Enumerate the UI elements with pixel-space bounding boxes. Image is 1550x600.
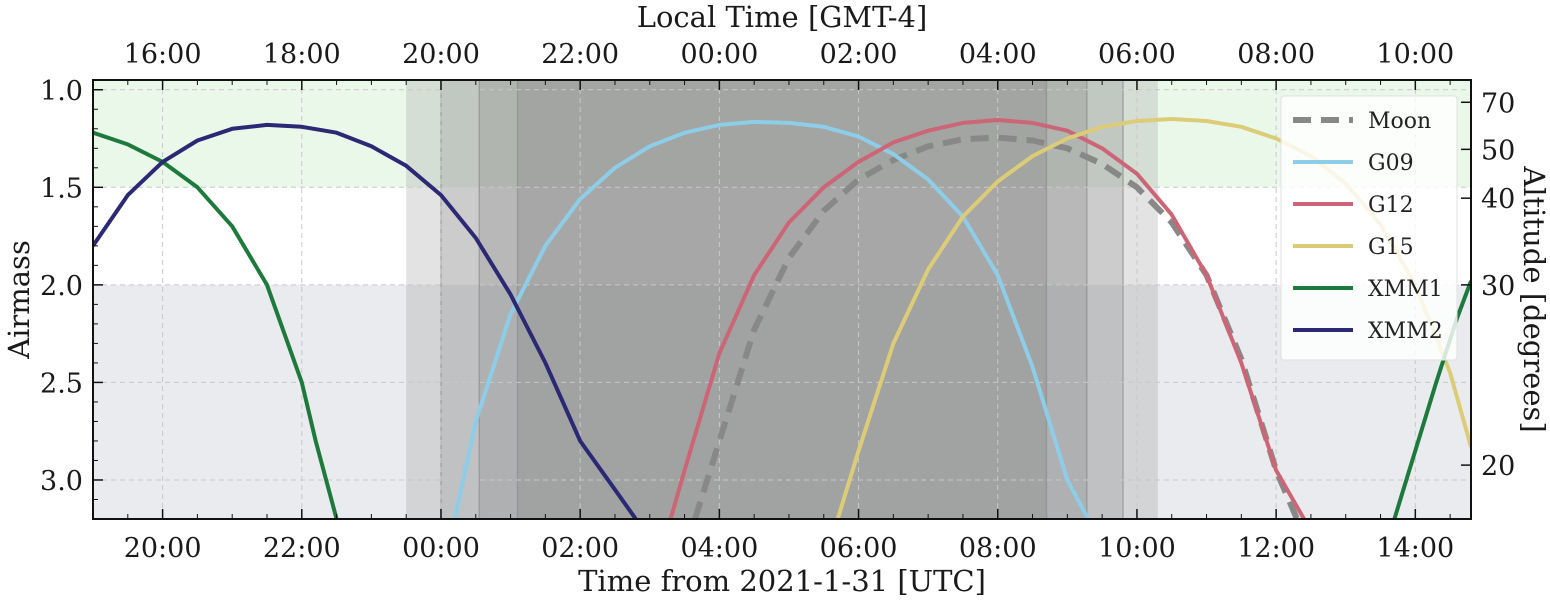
plot-frame xyxy=(92,79,1472,520)
top-x-tick-label: 08:00 xyxy=(1237,39,1315,70)
top-x-axis-label: Local Time [GMT-4] xyxy=(637,0,928,34)
legend-label-g12: G12 xyxy=(1368,193,1414,218)
right-y-tick-label: 40 xyxy=(1481,184,1515,215)
top-x-tick-label: 22:00 xyxy=(541,39,619,70)
x-tick-label: 20:00 xyxy=(124,533,202,564)
top-x-tick-label: 04:00 xyxy=(959,39,1037,70)
y-tick-label: 2.5 xyxy=(40,368,83,399)
band-astronomical-twilight xyxy=(517,80,1047,519)
top-x-tick-label: 02:00 xyxy=(820,39,898,70)
right-y-tick-label: 50 xyxy=(1481,135,1515,166)
legend-label-xmm1: XMM1 xyxy=(1368,277,1443,302)
y-tick-label: 3.0 xyxy=(40,466,83,497)
legend-label-g09: G09 xyxy=(1368,151,1414,176)
legend-label-xmm2: XMM2 xyxy=(1368,319,1443,344)
x-tick-label: 22:00 xyxy=(263,533,341,564)
x-tick-label: 06:00 xyxy=(820,533,898,564)
right-y-axis-label: Altitude [degrees] xyxy=(1517,165,1550,432)
x-tick-label: 04:00 xyxy=(680,533,758,564)
x-tick-label: 02:00 xyxy=(541,533,619,564)
legend-label-g15: G15 xyxy=(1368,235,1414,260)
top-x-tick-label: 20:00 xyxy=(402,39,480,70)
right-y-tick-label: 70 xyxy=(1481,88,1515,119)
y-tick-label: 1.5 xyxy=(40,173,83,204)
x-tick-label: 12:00 xyxy=(1237,533,1315,564)
y-axis-label: Airmass xyxy=(2,240,36,360)
series-line-xmm1 xyxy=(93,130,1471,519)
top-x-tick-label: 06:00 xyxy=(1098,39,1176,70)
y-tick-label: 1.0 xyxy=(40,76,83,107)
right-y-tick-label: 20 xyxy=(1481,451,1515,482)
right-y-tick-label: 30 xyxy=(1481,271,1515,302)
x-tick-label: 00:00 xyxy=(402,533,480,564)
series-line-g09 xyxy=(452,119,1090,519)
x-tick-label: 08:00 xyxy=(959,533,1037,564)
legend-label-moon: Moon xyxy=(1368,109,1431,134)
x-tick-label: 10:00 xyxy=(1098,533,1176,564)
y-tick-label: 2.0 xyxy=(40,271,83,302)
legend: Moon G09 G12 G15 XMM1 XMM2 xyxy=(1280,95,1458,361)
top-x-tick-label: 10:00 xyxy=(1376,39,1454,70)
band-civil-twilight xyxy=(440,80,1124,519)
band-sunset-twilight xyxy=(406,80,1158,519)
series-line-g12 xyxy=(668,118,1306,519)
region-good-airmass xyxy=(93,80,1471,188)
series-line-xmm2 xyxy=(93,122,638,519)
top-x-tick-label: 00:00 xyxy=(680,39,758,70)
top-x-tick-label: 18:00 xyxy=(263,39,341,70)
top-x-tick-label: 16:00 xyxy=(124,39,202,70)
x-tick-label: 14:00 xyxy=(1376,533,1454,564)
axes: 20:00 22:00 00:00 02:00 04:00 06:00 08:00 10:00… xyxy=(40,39,1515,564)
x-axis-label: Time from 2021-1-31 [UTC] xyxy=(578,564,986,598)
